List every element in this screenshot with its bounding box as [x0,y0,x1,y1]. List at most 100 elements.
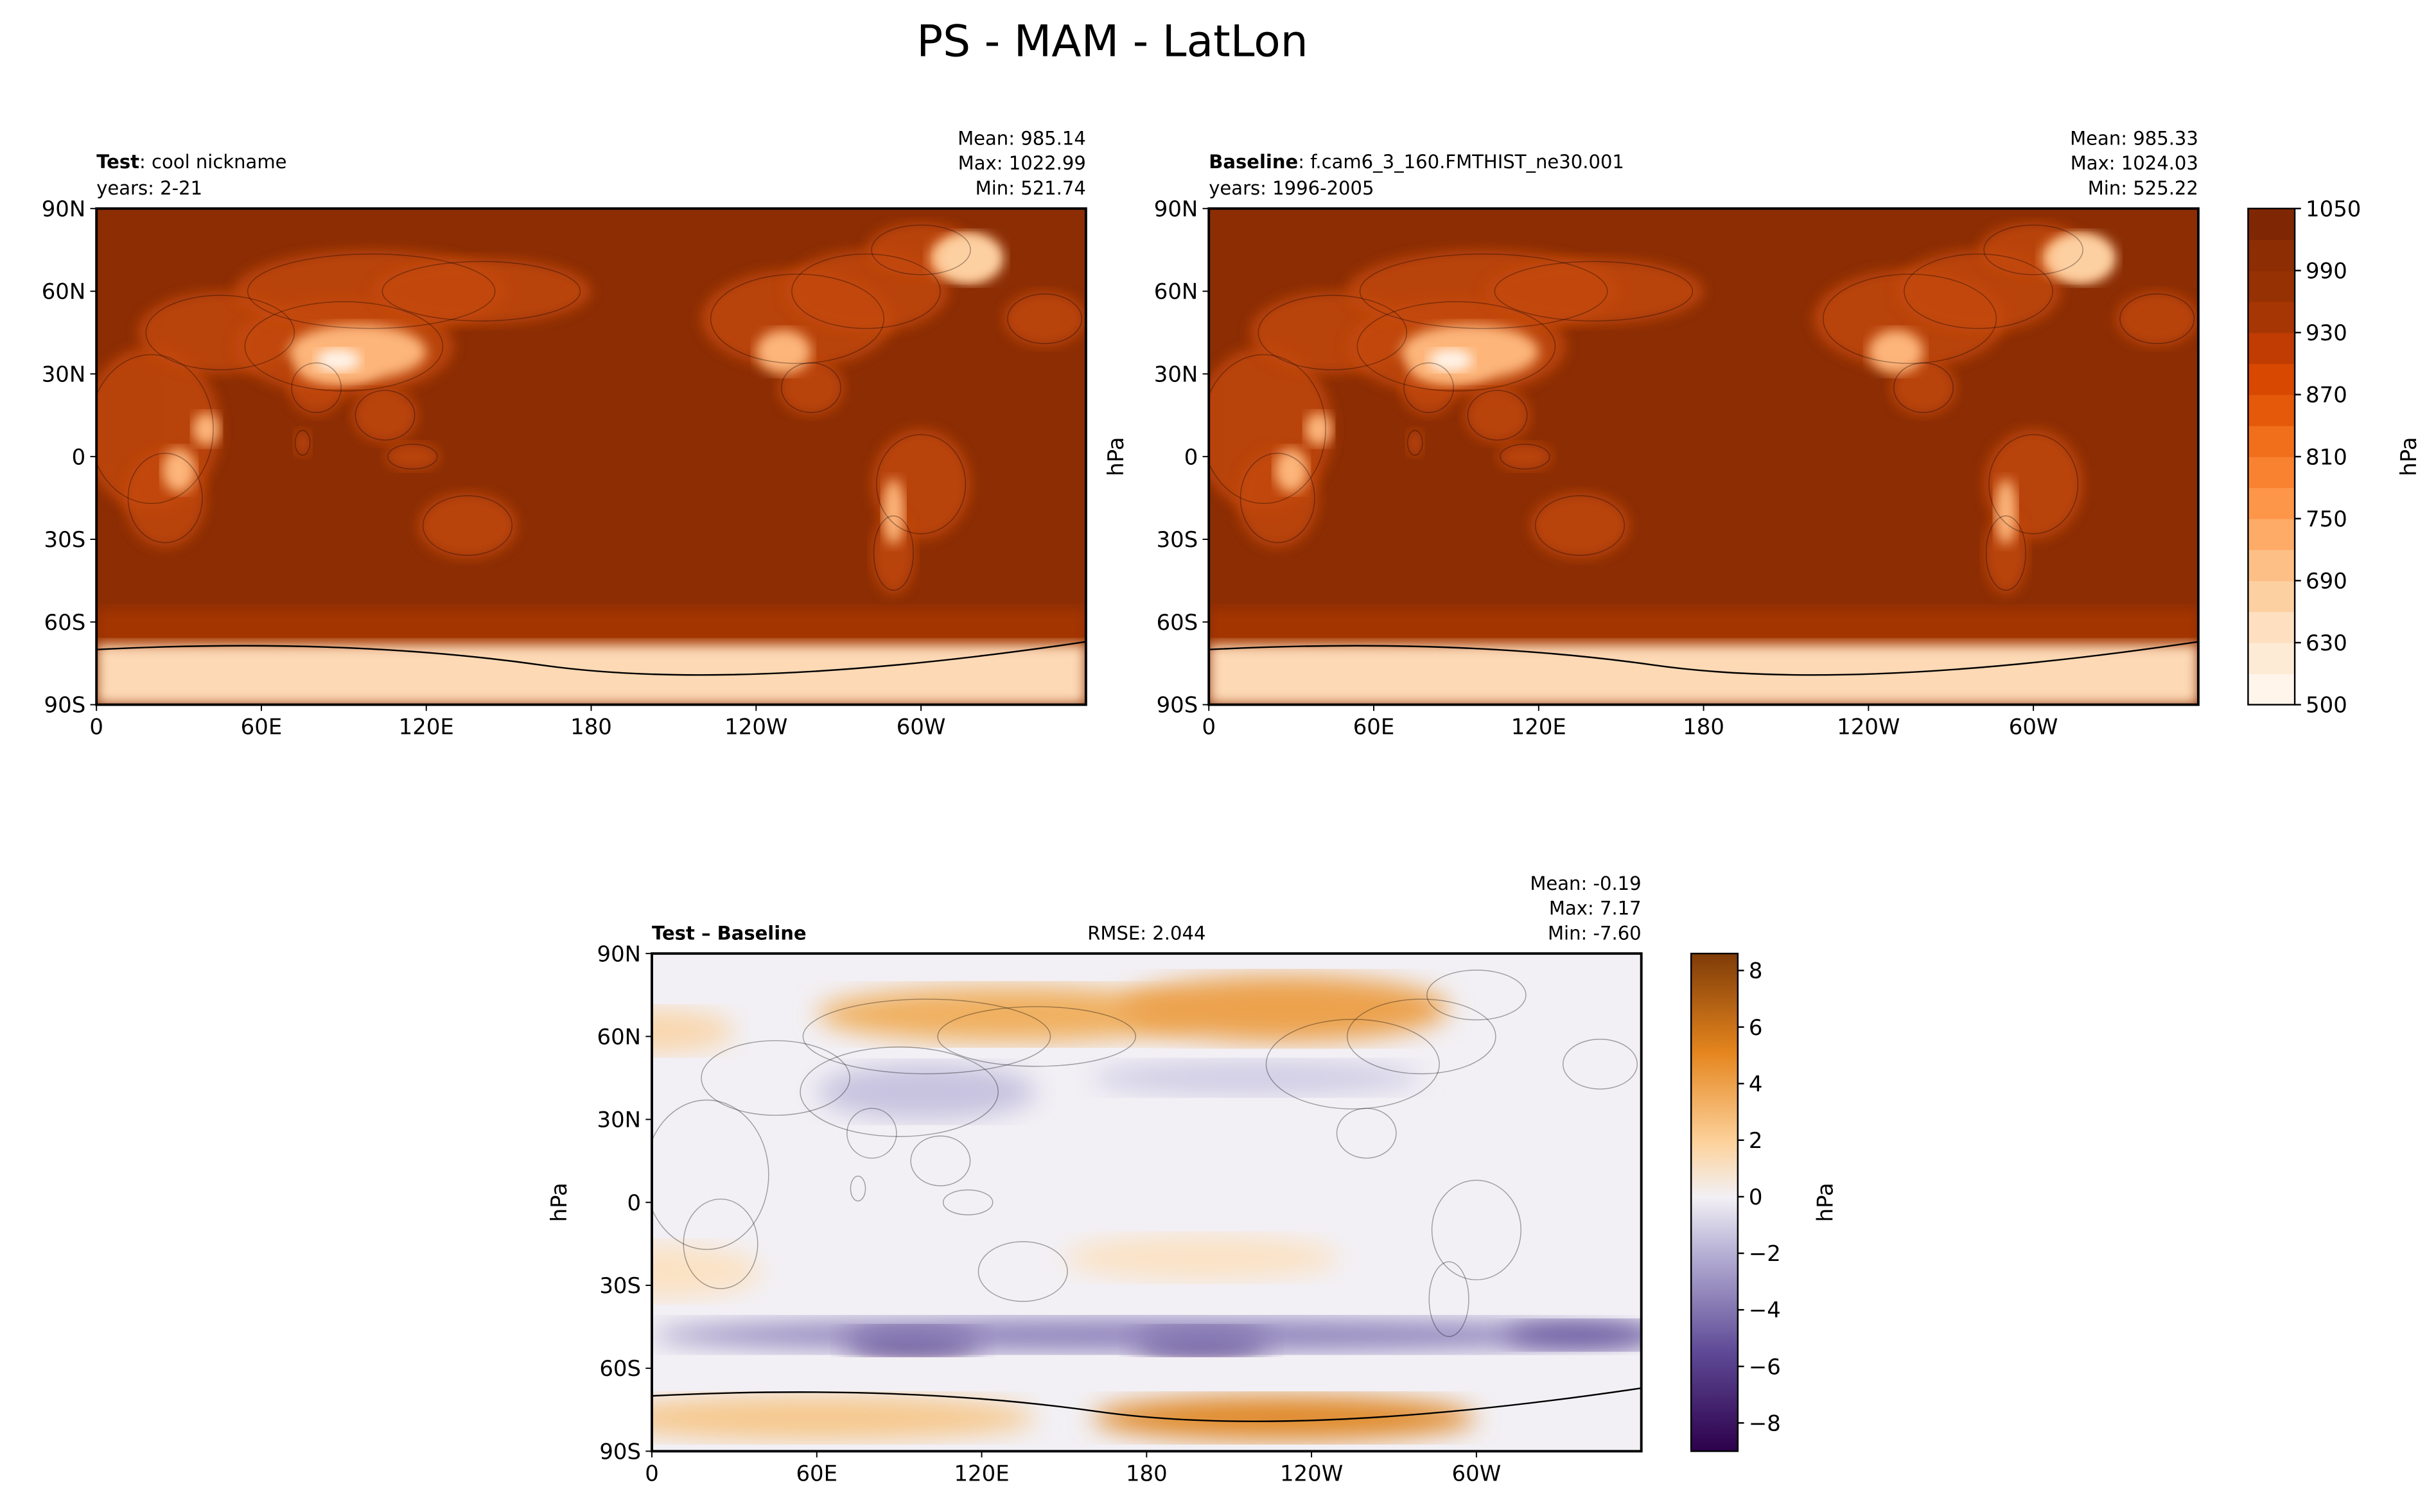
contour-field-difference [652,953,1642,1452]
high-terrain-region [1995,478,2017,545]
panel-stat: Min: 525.22 [2088,177,2198,199]
land-region [778,360,845,415]
colorbar-main: 500 630 690 750 810 870 930 990 1050 hPa [2247,196,2421,718]
map-axes-difference: 0 60E 120E 180 120W 60W 90N 60N 30N 0 30S 60S 90S Tes… [547,873,1643,1486]
colorbar-gradient [1690,952,1739,1452]
anomaly-region [652,1009,735,1054]
y-axis-label: hPa [1103,437,1128,476]
anomaly-region [1091,1396,1476,1441]
y-tick-label: 90S [599,1439,641,1464]
coastline [1823,274,1997,364]
y-tick-label: 60S [1157,610,1198,635]
y-tick-label: 30N [42,362,86,387]
coastline [291,362,342,413]
colorbar-tick-label: 630 [2306,630,2347,656]
coastline [1904,253,2053,329]
colorbar-band [2248,270,2295,302]
panel-stat: Max: 1022.99 [958,152,1086,174]
colorbar-label: hPa [2396,437,2421,476]
coastline [1240,453,1315,543]
coastline [850,1176,866,1202]
coastline [873,515,914,591]
coastline [1209,354,1326,504]
coastline [1426,969,1527,1021]
antarctica [1209,644,2198,705]
colorbar-tick-label: 500 [2306,693,2347,718]
colorbar-band [2248,208,2295,240]
southern-ocean-band [1209,608,2198,650]
y-tick-label: 30S [1157,527,1198,552]
panel-stat: Min: 521.74 [976,177,1086,199]
coastline [710,274,885,364]
land-region [371,258,591,325]
coastline [1356,301,1556,392]
panel-stat: Mean: -0.19 [1530,873,1641,894]
colorbar-tick-label: 810 [2306,444,2347,469]
y-tick-label: 0 [1184,444,1198,469]
coastline [780,362,841,413]
coastline [652,1099,769,1250]
anomaly-region [816,1064,1037,1120]
land-region [1497,442,1553,471]
anomaly-region [816,986,1202,1042]
coastline [247,253,496,329]
coastline [791,253,941,329]
colorbar-tick-label: −4 [1749,1298,1781,1323]
coastline [871,224,971,275]
colorbar-band [2248,394,2295,426]
tibet-plateau [1428,349,1473,372]
coastline [910,1135,971,1186]
coastline [701,1040,850,1116]
coastline [1500,444,1550,470]
colorbar-tick-label: 930 [2306,320,2347,345]
y-tick-label: 30N [597,1108,642,1133]
colorbar-tick-label: 0 [1749,1185,1763,1210]
x-tick-label: 180 [570,715,612,740]
coastline [937,1006,1136,1067]
coastline [1403,362,1454,413]
land-region [1530,492,1630,559]
colorbar-band [2248,642,2295,674]
colorbar-diff: −8 −6 −4 −2 0 2 4 6 8 hPa [1690,952,1838,1452]
anomaly-region [1119,975,1450,1042]
panel-label-case: : f.cam6_3_160.FMTHIST_ne30.001 [1298,151,1624,173]
coastline [422,495,513,556]
anomaly-region [1503,1321,1642,1349]
coastline [800,1046,999,1137]
y-tick-label: 30S [599,1273,641,1298]
coastline [1431,1179,1521,1281]
land-region [1003,291,1086,347]
coastline [977,1241,1068,1302]
high-terrain-region [162,448,196,492]
x-tick-label: 60W [897,715,946,740]
anomaly-region [1091,1061,1422,1095]
map-frame [95,207,1087,706]
land-region [1406,429,1424,457]
antarctica [96,644,1086,705]
coastline [127,453,203,543]
high-terrain-region [1401,324,1539,379]
land-region [1464,387,1530,443]
coastline [1428,1261,1469,1337]
coastline [1534,495,1625,556]
high-terrain-region [1274,448,1308,492]
y-tick-label: 60S [599,1356,641,1381]
y-axis-label: hPa [547,1183,572,1222]
panel-label: Test – Baseline [652,922,807,944]
colorbar-band [2248,673,2295,706]
panel-years: years: 2-21 [96,177,202,199]
coastline-antarctica [96,641,1086,676]
panel-stat: Mean: 985.14 [958,127,1086,149]
colorbar-tick-label: 750 [2306,507,2347,532]
coastline [876,434,967,535]
coastline [2119,293,2195,344]
coastline [96,354,214,504]
panel-stat: Min: -7.60 [1548,922,1642,944]
coastline [355,390,416,441]
panel-stat: Max: 1024.03 [2071,152,2198,174]
coastline [1406,430,1423,456]
coastline [683,1198,758,1289]
y-tick-label: 60N [597,1024,642,1049]
colorbar-band [2248,332,2295,365]
